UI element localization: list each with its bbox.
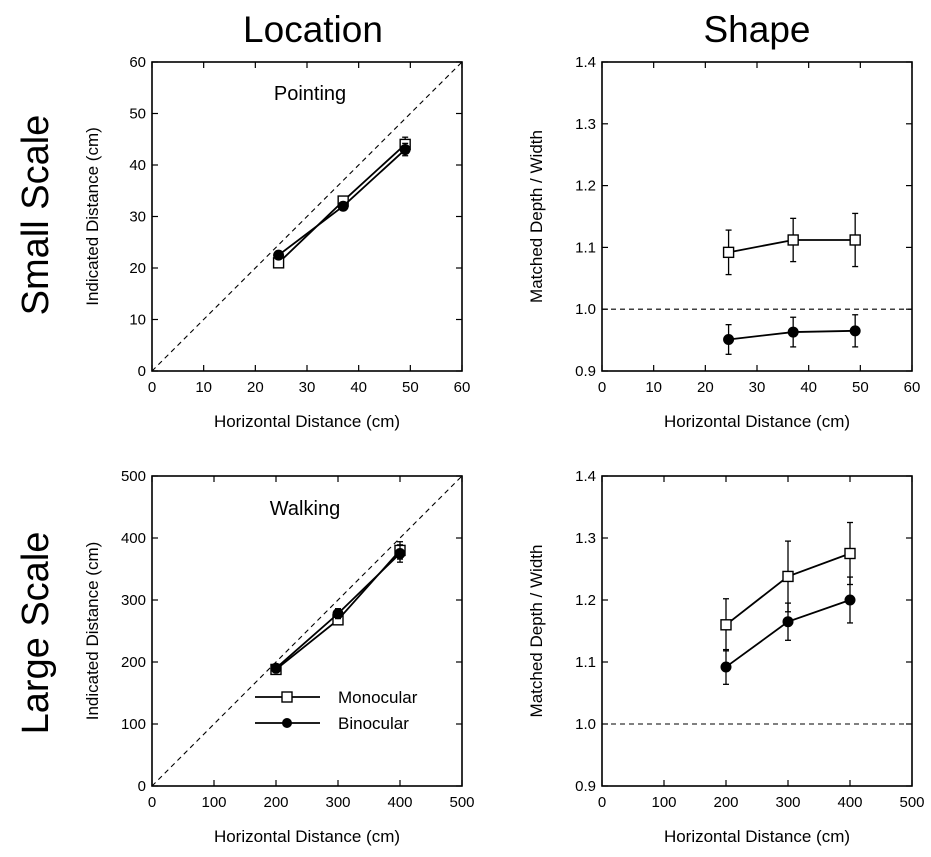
x-tick-label: 60 (454, 379, 471, 396)
x-tick-label: 100 (201, 794, 226, 811)
x-tick-label: 200 (713, 794, 738, 811)
legend-label-monocular: Monocular (338, 688, 418, 707)
reference-line (151, 61, 463, 372)
x-tick-label: 400 (837, 794, 862, 811)
column-title-shape: Shape (704, 9, 811, 50)
x-tick-label: 30 (299, 379, 316, 396)
legend-marker-binocular (282, 718, 292, 728)
y-tick-label: 0.9 (575, 363, 596, 380)
y-tick-label: 1.3 (575, 530, 596, 547)
plot-frame (601, 61, 913, 372)
data-point-monocular (844, 547, 856, 560)
reference-line (151, 475, 463, 787)
x-tick-label: 300 (775, 794, 800, 811)
plot-frame (601, 475, 913, 787)
data-point-binocular (273, 249, 285, 261)
y-axis-label: Indicated Distance (cm) (83, 542, 102, 721)
data-point-binocular (844, 594, 856, 606)
legend-marker-monocular (281, 691, 293, 703)
y-tick-label: 30 (129, 209, 146, 226)
y-tick-label: 1.4 (575, 468, 596, 485)
y-tick-label: 1.4 (575, 54, 596, 71)
panel-annotation: Pointing (274, 83, 346, 105)
panel-1: 0 10 20 30 40 50 60 0.9 1.0 1.1 1.2 1.3 1.4 Horizonta… (527, 54, 920, 431)
x-tick-label: 40 (800, 379, 817, 396)
y-axis-label: Indicated Distance (cm) (83, 127, 102, 306)
data-point-binocular (332, 608, 344, 620)
x-tick-label: 60 (904, 379, 921, 396)
y-tick-label: 1.0 (575, 716, 596, 733)
y-tick-label: 40 (129, 157, 146, 174)
y-tick-label: 1.1 (575, 239, 596, 256)
x-tick-label: 30 (749, 379, 766, 396)
data-point-binocular (720, 661, 732, 673)
y-tick-label: 1.3 (575, 116, 596, 133)
y-tick-label: 1.0 (575, 301, 596, 318)
x-tick-label: 500 (899, 794, 924, 811)
column-title-location: Location (243, 9, 383, 50)
y-tick-label: 200 (121, 654, 146, 671)
legend-label-binocular: Binocular (338, 714, 409, 733)
x-tick-label: 50 (852, 379, 869, 396)
data-point-binocular (849, 325, 861, 337)
legend: Monocular Binocular (255, 688, 418, 733)
x-tick-label: 10 (195, 379, 212, 396)
plot-frame (151, 475, 463, 787)
x-tick-label: 0 (598, 794, 606, 811)
x-axis-label: Horizontal Distance (cm) (664, 412, 850, 431)
chart-panels: 0 10 20 30 40 50 60 0 10 20 30 40 50 60 Horizontal Dis… (83, 54, 925, 846)
x-tick-label: 10 (645, 379, 662, 396)
data-point-binocular (723, 333, 735, 345)
x-tick-label: 100 (651, 794, 676, 811)
x-tick-label: 0 (148, 794, 156, 811)
x-axis-label: Horizontal Distance (cm) (214, 412, 400, 431)
y-tick-label: 0 (138, 363, 146, 380)
y-tick-label: 400 (121, 530, 146, 547)
y-tick-label: 1.1 (575, 654, 596, 671)
y-tick-label: 10 (129, 312, 146, 329)
y-tick-label: 1.2 (575, 178, 596, 195)
y-axis-label: Matched Depth / Width (527, 130, 546, 303)
x-tick-label: 50 (402, 379, 419, 396)
x-tick-label: 400 (387, 794, 412, 811)
y-tick-label: 60 (129, 54, 146, 71)
x-tick-label: 40 (350, 379, 367, 396)
y-tick-label: 100 (121, 716, 146, 733)
data-point-monocular (720, 619, 732, 631)
y-tick-label: 50 (129, 106, 146, 123)
panel-annotation: Walking (270, 498, 340, 520)
data-point-binocular (399, 144, 411, 156)
data-point-binocular (270, 662, 282, 674)
y-tick-label: 20 (129, 260, 146, 277)
data-point-monocular (849, 234, 861, 246)
data-point-binocular (337, 200, 349, 212)
row-title-small-scale: Small Scale (15, 115, 57, 316)
data-point-monocular (782, 570, 794, 583)
x-tick-label: 20 (247, 379, 264, 396)
data-point-binocular (782, 616, 794, 628)
x-tick-label: 200 (263, 794, 288, 811)
y-tick-label: 300 (121, 592, 146, 609)
y-tick-label: 0 (138, 778, 146, 795)
y-tick-label: 0.9 (575, 778, 596, 795)
x-axis-label: Horizontal Distance (cm) (664, 827, 850, 846)
y-axis-label: Matched Depth / Width (527, 545, 546, 718)
panel-0: 0 10 20 30 40 50 60 0 10 20 30 40 50 60 Horizontal Dis… (83, 54, 470, 431)
x-tick-label: 0 (598, 379, 606, 396)
y-tick-label: 500 (121, 468, 146, 485)
data-point-binocular (787, 326, 799, 338)
row-title-large-scale: Large Scale (15, 532, 57, 735)
x-tick-label: 500 (449, 794, 474, 811)
data-point-binocular (394, 548, 406, 559)
panel-2: 0 100 200 300 400 500 0 100 200 300 400 500 Horizont… (83, 468, 475, 846)
data-point-monocular (722, 246, 735, 259)
data-point-monocular (787, 234, 799, 246)
x-tick-label: 300 (325, 794, 350, 811)
x-tick-label: 0 (148, 379, 156, 396)
x-axis-label: Horizontal Distance (cm) (214, 827, 400, 846)
panel-3: 0 100 200 300 400 500 0.9 1.0 1.1 1.2 1.3 1.4 Horizo… (527, 468, 925, 846)
x-tick-label: 20 (697, 379, 714, 396)
y-tick-label: 1.2 (575, 592, 596, 609)
